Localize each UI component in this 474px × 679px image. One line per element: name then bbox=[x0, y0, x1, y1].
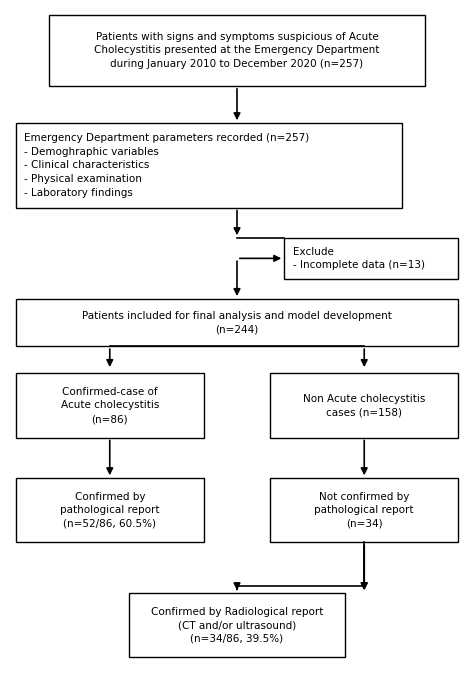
Text: Confirmed by Radiological report
(CT and/or ultrasound)
(n=34/86, 39.5%): Confirmed by Radiological report (CT and… bbox=[151, 606, 323, 644]
Text: Confirmed-case of
Acute cholecystitis
(n=86): Confirmed-case of Acute cholecystitis (n… bbox=[61, 387, 159, 424]
Text: Patients included for final analysis and model development
(n=244): Patients included for final analysis and… bbox=[82, 311, 392, 334]
FancyBboxPatch shape bbox=[16, 123, 402, 208]
Text: Patients with signs and symptoms suspicious of Acute
Cholecystitis presented at : Patients with signs and symptoms suspici… bbox=[94, 32, 380, 69]
FancyBboxPatch shape bbox=[16, 299, 458, 346]
Text: Confirmed by
pathological report
(n=52/86, 60.5%): Confirmed by pathological report (n=52/8… bbox=[60, 492, 160, 529]
FancyBboxPatch shape bbox=[284, 238, 458, 278]
FancyBboxPatch shape bbox=[48, 15, 426, 86]
FancyBboxPatch shape bbox=[270, 373, 458, 437]
FancyBboxPatch shape bbox=[270, 478, 458, 543]
FancyBboxPatch shape bbox=[16, 373, 204, 437]
Text: Not confirmed by
pathological report
(n=34): Not confirmed by pathological report (n=… bbox=[314, 492, 414, 529]
Text: Non Acute cholecystitis
cases (n=158): Non Acute cholecystitis cases (n=158) bbox=[303, 394, 426, 417]
FancyBboxPatch shape bbox=[128, 593, 346, 657]
FancyBboxPatch shape bbox=[16, 478, 204, 543]
Text: Emergency Department parameters recorded (n=257)
- Demoghraphic variables
- Clin: Emergency Department parameters recorded… bbox=[24, 133, 309, 198]
Text: Exclude
- Incomplete data (n=13): Exclude - Incomplete data (n=13) bbox=[292, 246, 425, 270]
